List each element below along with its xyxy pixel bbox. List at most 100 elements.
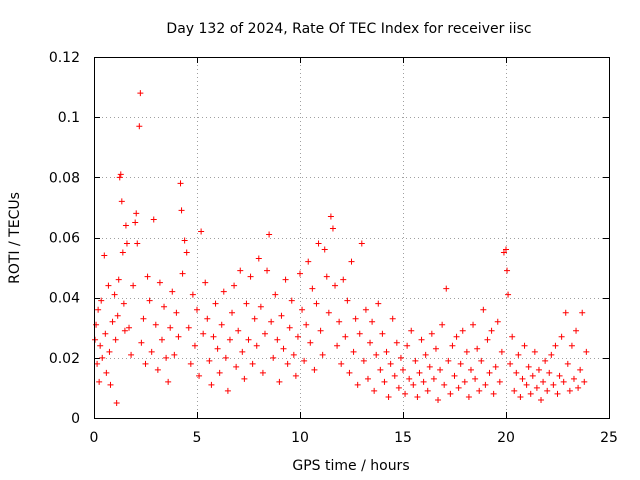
data-point <box>102 330 109 337</box>
data-point <box>138 339 145 346</box>
data-point <box>315 240 322 247</box>
data-point <box>447 390 454 397</box>
data-point <box>218 321 225 328</box>
data-point <box>235 327 242 334</box>
data-point <box>309 285 316 292</box>
data-point <box>259 369 266 376</box>
data-point <box>282 276 289 283</box>
data-point <box>389 315 396 322</box>
data-points <box>92 90 590 406</box>
data-point <box>340 276 347 283</box>
data-point <box>364 375 371 382</box>
data-point <box>527 390 534 397</box>
data-point <box>187 360 194 367</box>
data-point <box>445 357 452 364</box>
data-point <box>463 348 470 355</box>
data-point <box>313 300 320 307</box>
x-axis-label: GPS time / hours <box>292 458 409 474</box>
data-point <box>348 258 355 265</box>
data-point <box>573 327 580 334</box>
data-point <box>118 198 125 205</box>
data-point <box>500 249 507 256</box>
data-point <box>183 249 190 256</box>
data-point <box>290 351 297 358</box>
data-point <box>566 387 573 394</box>
data-point <box>216 369 223 376</box>
data-point <box>101 252 108 259</box>
data-point <box>126 324 133 331</box>
data-point <box>261 330 268 337</box>
data-point <box>276 378 283 385</box>
data-point <box>247 273 254 280</box>
data-point <box>280 345 287 352</box>
data-point <box>189 291 196 298</box>
data-point <box>181 237 188 244</box>
data-point <box>418 336 425 343</box>
data-point <box>303 321 310 328</box>
data-point <box>191 342 198 349</box>
data-point <box>98 297 105 304</box>
data-point <box>385 393 392 400</box>
data-point <box>120 300 127 307</box>
data-point <box>387 360 394 367</box>
data-point <box>233 363 240 370</box>
data-point <box>299 306 306 313</box>
data-point <box>404 342 411 349</box>
data-point <box>158 336 165 343</box>
data-point <box>179 270 186 277</box>
data-point <box>503 246 509 253</box>
data-point <box>426 363 433 370</box>
data-point <box>371 387 378 394</box>
data-point <box>558 333 565 340</box>
data-point <box>137 90 144 97</box>
data-point <box>270 354 277 361</box>
data-point <box>150 216 157 223</box>
data-point <box>377 366 384 373</box>
data-point <box>241 375 248 382</box>
data-point <box>504 267 511 274</box>
data-point <box>220 288 227 295</box>
data-point <box>94 360 101 367</box>
data-point <box>144 273 151 280</box>
data-point <box>321 246 328 253</box>
data-point <box>325 309 332 316</box>
data-point <box>402 390 409 397</box>
data-point <box>292 372 299 379</box>
data-point <box>556 372 563 379</box>
data-point <box>200 330 207 337</box>
data-point <box>185 324 192 331</box>
data-point <box>226 336 233 343</box>
data-point <box>130 282 137 289</box>
data-point <box>210 333 217 340</box>
data-point <box>408 327 415 334</box>
x-tick-labels: 0 5 10 15 20 25 <box>90 430 618 446</box>
data-point <box>177 180 184 187</box>
data-point <box>274 336 281 343</box>
plot-frame <box>94 57 610 419</box>
data-point <box>93 321 100 328</box>
data-point <box>482 381 489 388</box>
data-point <box>525 363 532 370</box>
data-point <box>342 333 349 340</box>
data-point <box>178 207 185 214</box>
data-point <box>552 342 559 349</box>
data-point <box>472 375 479 382</box>
data-point <box>457 360 464 367</box>
data-point <box>194 306 200 313</box>
data-point <box>424 387 431 394</box>
data-point <box>202 279 209 286</box>
data-point <box>148 348 155 355</box>
data-point <box>161 303 168 310</box>
data-point <box>117 171 124 178</box>
data-point <box>354 381 361 388</box>
data-point <box>515 351 522 358</box>
data-point <box>488 327 495 334</box>
data-point <box>323 273 330 280</box>
data-point <box>294 333 301 340</box>
data-point <box>245 336 252 343</box>
data-point <box>97 342 104 349</box>
y-tick-label: 0.04 <box>49 291 80 307</box>
data-point <box>317 327 324 334</box>
data-point <box>253 342 260 349</box>
data-point <box>140 315 147 322</box>
